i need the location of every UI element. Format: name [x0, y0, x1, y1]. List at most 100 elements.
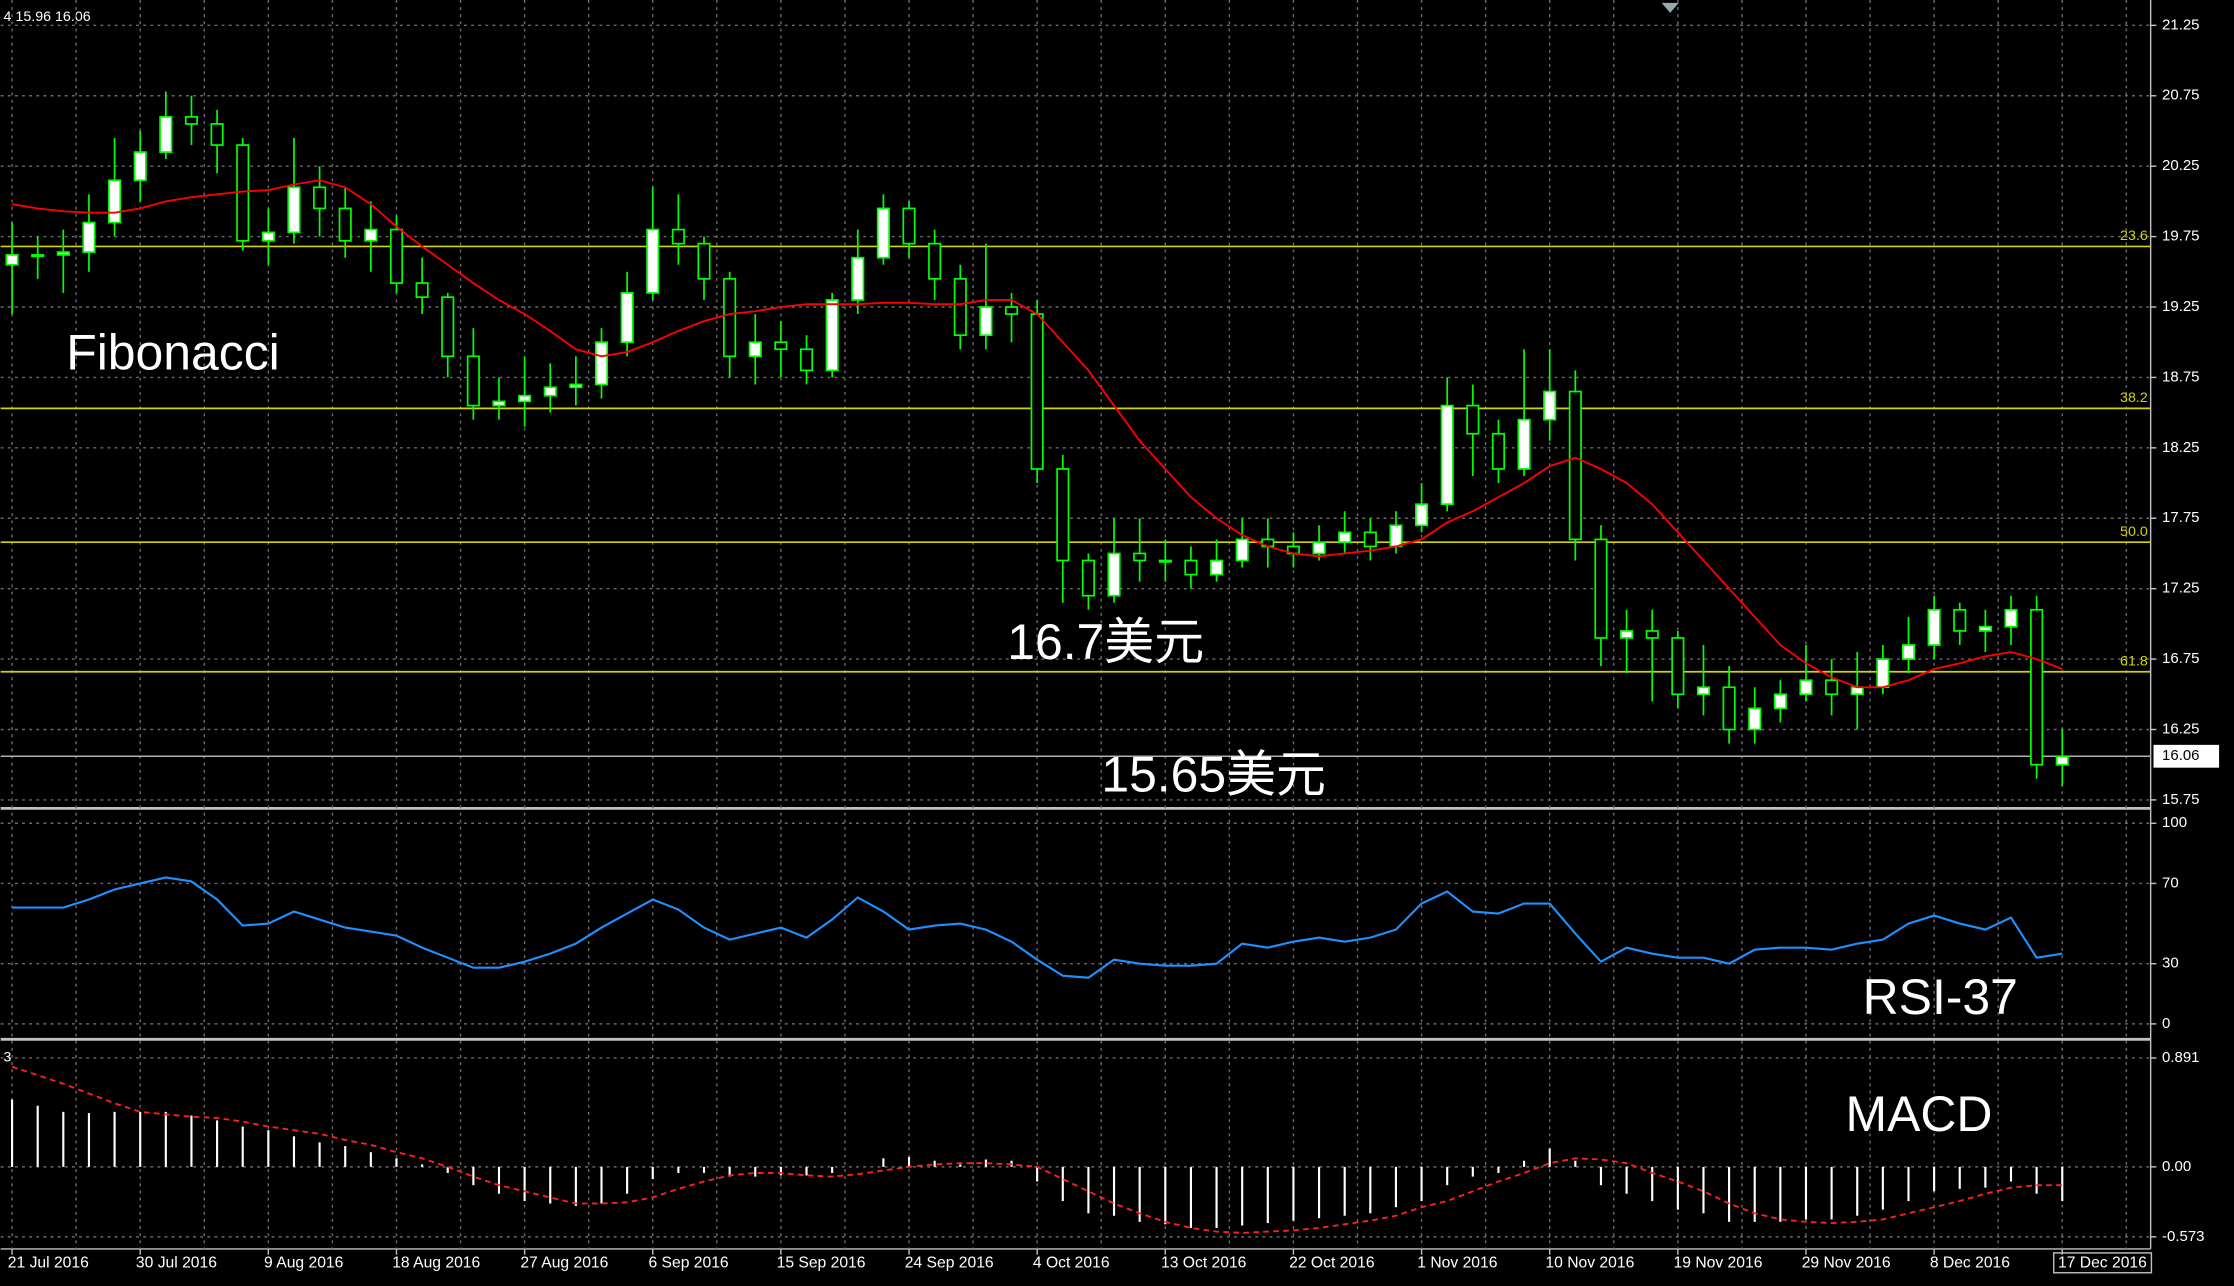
y-tick-label: 21.25 [2162, 16, 2199, 33]
y-tick-label: 15.75 [2162, 791, 2199, 808]
candle-body [389, 228, 404, 284]
candle-body [313, 186, 327, 210]
x-tick-label: 30 Jul 2016 [136, 1254, 217, 1271]
candle-body [979, 306, 993, 337]
fib-label: 61.8 [2120, 654, 2148, 670]
candle-body [338, 207, 352, 242]
candle-body [1927, 608, 1941, 646]
candle-body [31, 254, 45, 258]
candle-body [56, 251, 70, 256]
annotation: 16.7美元 [1007, 614, 1204, 670]
candle-body [1415, 503, 1429, 527]
candle-body [1620, 630, 1634, 639]
shift-marker [1661, 2, 1679, 13]
y-tick-label: 18.75 [2162, 368, 2199, 385]
candle-body [697, 242, 711, 280]
candle-body [1773, 693, 1787, 710]
candle-body [1491, 432, 1506, 470]
candle-body [1312, 541, 1326, 555]
candle-body [1696, 686, 1711, 696]
x-tick-label: 17 Dec 2016 [2058, 1254, 2147, 1271]
y-tick-label: 0 [2162, 1015, 2170, 1032]
candle-body [1748, 707, 1762, 731]
x-tick-label: 9 Aug 2016 [264, 1254, 344, 1271]
moving-average [11, 179, 2063, 689]
candle-body [1133, 552, 1147, 562]
annotation: 15.65美元 [1101, 747, 1326, 803]
candle-body [1389, 524, 1403, 548]
macd-signal [11, 1065, 2063, 1234]
candle-body [1184, 559, 1198, 576]
candle-body [133, 151, 147, 182]
candle-body [1081, 559, 1095, 597]
indicator-title: RSI-37 [1863, 969, 2018, 1025]
x-tick-label: 22 Oct 2016 [1289, 1254, 1375, 1271]
candle-body [1978, 625, 1992, 632]
candle-body [723, 277, 737, 358]
x-tick-label: 18 Aug 2016 [392, 1254, 480, 1271]
y-tick-label: 0.891 [2162, 1049, 2199, 1066]
candle-body [5, 254, 19, 266]
candle-body [466, 355, 480, 407]
x-tick-label: 19 Nov 2016 [1674, 1254, 1763, 1271]
candle-body [1235, 538, 1249, 562]
y-tick-label: 30 [2162, 955, 2179, 972]
candle-body [774, 341, 788, 351]
x-tick-label: 27 Aug 2016 [520, 1254, 608, 1271]
candle-body [928, 242, 942, 280]
y-tick-label: 19.25 [2162, 298, 2199, 315]
candle-body [953, 277, 967, 337]
candle-body [2030, 608, 2044, 766]
candle-body [82, 221, 96, 253]
candle-body [1645, 630, 1659, 639]
y-tick-label: 70 [2162, 874, 2179, 891]
candle-body [261, 231, 275, 242]
candle-body [415, 282, 429, 299]
candle-body [1158, 559, 1172, 563]
candle-body [569, 383, 583, 389]
candle-body [1056, 468, 1070, 562]
y-tick-label: 16.75 [2162, 650, 2199, 667]
candle-body [1004, 306, 1019, 315]
candle-body [1440, 404, 1454, 506]
candle-body [108, 179, 122, 224]
candle-body [1850, 686, 1864, 696]
candle-body [159, 116, 173, 153]
rsi-line [12, 876, 2063, 979]
candle-body [1901, 644, 1916, 660]
candle-body [1825, 679, 1839, 696]
candle-body [1722, 686, 1736, 731]
y-tick-label: 19.75 [2162, 228, 2199, 245]
fib-label: 38.2 [2120, 390, 2148, 406]
candle-body [748, 341, 762, 358]
candle-body [364, 228, 378, 242]
candle-body [287, 186, 301, 234]
x-tick-label: 13 Oct 2016 [1161, 1254, 1247, 1271]
candle-body [1594, 538, 1608, 639]
x-tick-label: 1 Nov 2016 [1417, 1254, 1497, 1271]
y-tick-label: 18.25 [2162, 439, 2199, 456]
candle-body [1876, 658, 1890, 689]
candle-body [1568, 390, 1582, 541]
candle-body [825, 299, 839, 372]
candle-body [2055, 755, 2069, 766]
candle-body [543, 386, 557, 397]
y-tick-label: 17.25 [2162, 580, 2199, 597]
candle-body [518, 394, 532, 403]
fib-label: 50.0 [2120, 524, 2148, 540]
indicator-title: MACD [1846, 1086, 1993, 1142]
candle-body [210, 123, 224, 146]
candle-body [646, 228, 660, 294]
x-tick-label: 24 Sep 2016 [905, 1254, 994, 1271]
candle-body [1953, 608, 1967, 632]
candle-body [1338, 531, 1352, 544]
candle-body [1466, 404, 1480, 435]
x-tick-label: 29 Nov 2016 [1802, 1254, 1891, 1271]
candle-body [1209, 559, 1224, 576]
candle-body [236, 144, 250, 242]
candle-body [620, 292, 634, 344]
last-price-box [2153, 744, 2220, 768]
